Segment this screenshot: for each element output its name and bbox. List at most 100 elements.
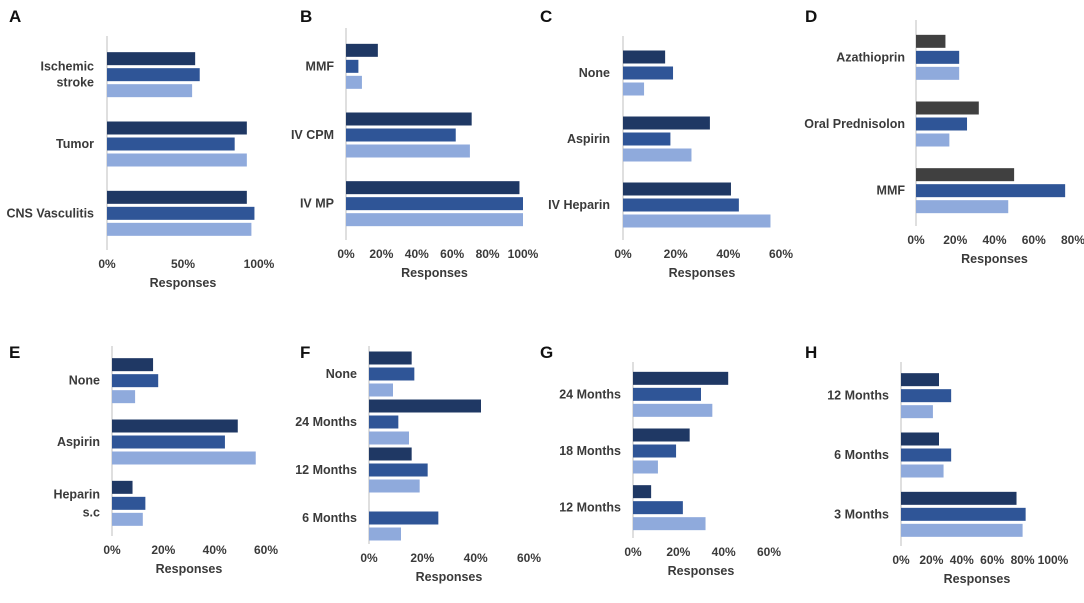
category-label: MMF [877,184,906,198]
bar-d-cat3-s2 [916,184,1066,198]
x-tick-label: 100% [244,257,275,271]
bar-d-cat3-s1 [916,168,1015,182]
x-tick-label: 60% [440,247,464,261]
category-label: 6 Months [302,511,357,525]
bar-e-cat3-s2 [112,496,146,510]
x-tick-label: 80% [1061,233,1084,247]
x-tick-label: 20% [664,247,688,261]
bar-g-cat3-s2 [633,501,683,515]
bar-e-cat3-s3 [112,512,143,526]
bar-c-cat3-s1 [623,182,731,196]
bar-g-cat1-s2 [633,387,701,401]
bar-a-cat2-s1 [107,121,247,135]
bar-f-cat1-s1 [369,351,412,365]
bar-h-cat1-s3 [901,405,933,419]
category-label: CNS Vasculitis [6,206,94,220]
bar-b-cat3-s1 [346,181,520,195]
bar-f-cat2-s1 [369,399,481,413]
x-tick-label: 60% [254,543,278,557]
x-tick-label: 60% [1022,233,1046,247]
bar-d-cat2-s3 [916,133,950,147]
category-label: None [69,374,100,388]
bar-h-cat2-s2 [901,448,952,462]
category-label: s.c [83,505,100,519]
x-tick-label: 0% [98,257,116,271]
bar-d-cat1-s3 [916,66,960,80]
bar-e-cat1-s3 [112,390,136,404]
category-label: Ischemic [40,60,94,74]
category-label: 24 Months [295,415,357,429]
x-tick-label: 60% [980,553,1004,567]
panel-label: A [9,7,21,26]
bar-b-cat1-s1 [346,43,378,57]
category-label: Tumor [56,137,94,151]
x-axis-label: Responses [150,276,217,290]
bar-c-cat1-s1 [623,50,666,64]
chart-panel-a: A Ischemic stroke Tumor CNS Vasculitis 0% 50% 1… [6,7,274,290]
bar-g-cat3-s3 [633,517,706,531]
bar-b-cat2-s2 [346,128,456,142]
bar-e-cat1-s1 [112,358,154,372]
x-tick-label: 60% [769,247,793,261]
x-tick-label: 60% [757,545,781,559]
bar-a-cat1-s1 [107,52,196,66]
category-label: None [579,66,610,80]
x-tick-label: 20% [666,545,690,559]
category-label: 12 Months [827,389,889,403]
bar-b-cat3-s2 [346,197,523,211]
bar-d-cat1-s1 [916,34,946,48]
x-tick-label: 40% [716,247,740,261]
x-tick-label: 40% [712,545,736,559]
category-label: IV CPM [291,128,334,142]
chart-panel-f: F None 24 Months 12 Months 6 Months 0% 20% 40% 6… [295,343,541,584]
bar-h-cat3-s3 [901,523,1023,537]
bar-f-cat2-s2 [369,415,399,429]
x-tick-label: 0% [103,543,121,557]
x-tick-label: 20% [369,247,393,261]
bar-h-cat3-s1 [901,491,1017,505]
x-axis-label: Responses [668,564,735,578]
category-label: Azathioprin [836,50,905,64]
category-label: IV Heparin [548,198,610,212]
x-tick-label: 40% [405,247,429,261]
bar-g-cat1-s3 [633,403,713,417]
chart-panel-g: G 24 Months 18 Months 12 Months 0% 20% 40% 60% R… [540,343,781,578]
bar-d-cat1-s2 [916,50,960,64]
panel-label: F [300,343,310,362]
bar-f-cat2-s3 [369,431,409,445]
bar-e-cat3-s1 [112,480,133,494]
chart-panel-e: E None Aspirin Heparin s.c 0% 20% 40% 60% Respons… [9,343,278,576]
chart-panel-c: C None Aspirin IV Heparin 0% 20% 40% 60% Respons… [540,7,793,280]
x-tick-label: 40% [950,553,974,567]
bar-c-cat2-s3 [623,148,692,162]
category-label: stroke [56,76,94,90]
bar-f-cat1-s3 [369,383,393,397]
x-tick-label: 0% [892,553,910,567]
x-axis-label: Responses [944,572,1011,586]
bar-a-cat2-s2 [107,137,235,151]
x-axis-label: Responses [669,266,736,280]
bar-b-cat2-s3 [346,144,470,158]
bar-h-cat2-s1 [901,432,939,446]
bar-c-cat1-s2 [623,66,674,80]
category-label: 12 Months [295,463,357,477]
bar-c-cat3-s3 [623,214,771,228]
x-tick-label: 80% [476,247,500,261]
chart-panel-d: D Azathioprin Oral Prednisolon MMF 0% 20% 40% 6… [804,7,1084,266]
category-label: Aspirin [567,132,610,146]
x-tick-label: 40% [464,551,488,565]
x-tick-label: 100% [1038,553,1069,567]
x-axis-label: Responses [401,266,468,280]
x-tick-label: 40% [203,543,227,557]
chart-panel-b: B MMF IV CPM IV MP 0% 20% 40% 60% 80% 100% Respons… [291,7,539,280]
bar-e-cat1-s2 [112,374,159,388]
category-label: Heparin [53,487,100,501]
category-label: None [326,367,357,381]
bar-f-cat3-s3 [369,479,420,493]
bar-b-cat2-s1 [346,112,472,126]
bar-c-cat3-s2 [623,198,739,212]
bar-c-cat2-s2 [623,132,671,146]
bar-a-cat2-s3 [107,153,247,167]
bar-h-cat1-s1 [901,373,939,387]
